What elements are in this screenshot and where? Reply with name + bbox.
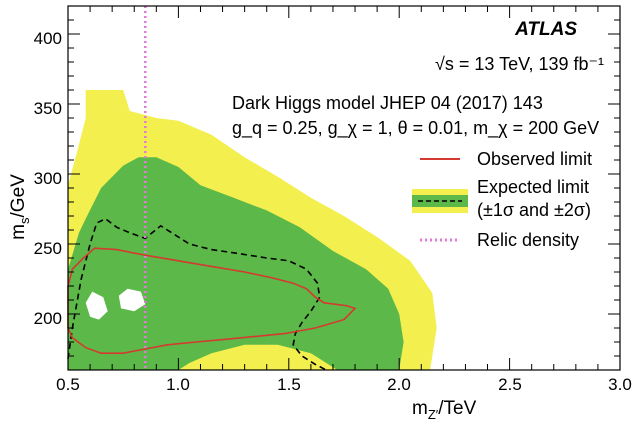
energy-lumi-label: √s = 13 TeV, 139 fb⁻¹	[435, 54, 604, 74]
excluded-hole	[85, 291, 108, 320]
legend: Observed limit Expected limit (±1σ and ±…	[412, 149, 592, 250]
x-tick-label: 2.0	[387, 375, 411, 394]
expected-1sigma-band	[68, 157, 404, 370]
y-tick-label: 300	[34, 169, 62, 188]
x-tick-label: 3.0	[608, 375, 632, 394]
y-tick-label: 400	[34, 29, 62, 48]
y-tick-label: 250	[34, 239, 62, 258]
tick-marks	[67, 5, 621, 371]
x-tick-label: 2.5	[498, 375, 522, 394]
legend-expected-1sigma-swatch	[412, 195, 468, 207]
model-label: Dark Higgs model JHEP 04 (2017) 143	[232, 93, 543, 113]
y-axis-title: ms/GeV	[8, 174, 32, 240]
y-tick-label: 200	[34, 309, 62, 328]
excluded-hole	[118, 288, 146, 312]
y-tick-label: 350	[34, 99, 62, 118]
plot-layer	[67, 6, 437, 371]
observed-limit-line	[67, 247, 357, 354]
legend-relic-label: Relic density	[477, 230, 579, 250]
x-tick-label: 1.5	[277, 375, 301, 394]
legend-expected-label: Expected limit	[477, 177, 589, 197]
experiment-label: ATLAS	[514, 19, 577, 40]
x-tick-label: 0.5	[56, 375, 80, 394]
couplings-label: g_q = 0.25, g_χ = 1, θ = 0.01, m_χ = 200…	[232, 118, 599, 139]
legend-observed-label: Observed limit	[477, 149, 592, 169]
x-tick-label: 1.0	[166, 375, 190, 394]
legend-expected-label-2: (±1σ and ±2σ)	[477, 200, 591, 220]
x-axis-title: mZ′/TeV	[412, 398, 477, 421]
